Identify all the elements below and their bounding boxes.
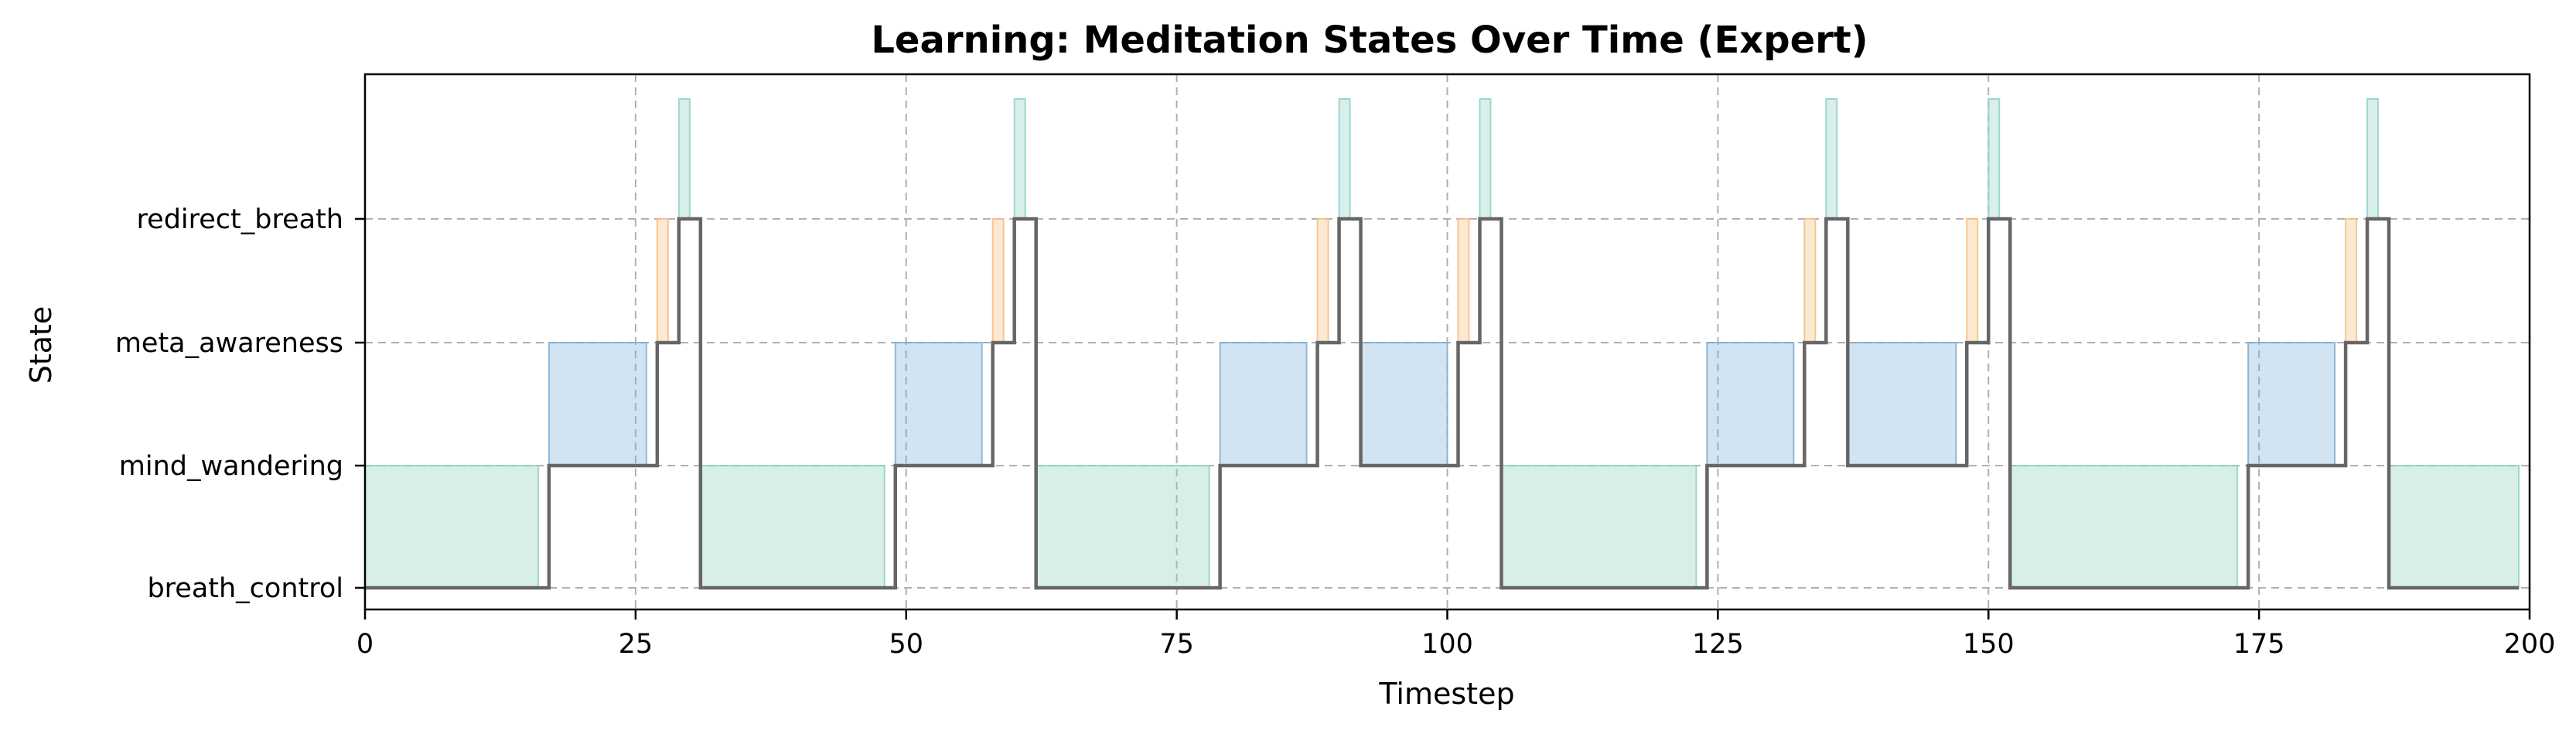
state-block — [1847, 342, 1957, 466]
state-block — [677, 98, 691, 220]
state-block — [1338, 98, 1351, 220]
y-axis-label: State — [24, 306, 58, 384]
x-tick-label: 200 — [2504, 629, 2556, 660]
state-block — [894, 342, 983, 466]
state-block — [1500, 465, 1697, 589]
state-block — [1966, 218, 1979, 343]
state-block — [2247, 342, 2336, 466]
x-tick-label: 125 — [1692, 629, 1744, 660]
shaded-blocks-layer — [364, 98, 2520, 589]
state-block — [2388, 465, 2520, 589]
y-tick-label: redirect_breath — [137, 204, 343, 235]
state-step-line — [365, 217, 2519, 590]
x-ticks-layer: 0 25 50 75 100 125 150 175 200 — [357, 609, 2556, 660]
state-block — [656, 218, 669, 343]
state-block — [1035, 465, 1210, 589]
state-block — [2366, 98, 2380, 220]
x-tick-label: 150 — [1963, 629, 2015, 660]
state-block — [1706, 342, 1795, 466]
state-block — [1457, 218, 1470, 343]
y-ticks-layer: breath_control mind_wandering meta_awarene… — [115, 204, 365, 604]
state-block — [364, 465, 539, 589]
x-tick-label: 0 — [357, 629, 374, 660]
state-block — [1479, 98, 1492, 220]
y-tick-label: meta_awareness — [115, 328, 343, 359]
state-block — [2009, 465, 2239, 589]
x-tick-label: 75 — [1159, 629, 1194, 660]
y-tick-label: breath_control — [147, 573, 343, 604]
state-block — [991, 218, 1005, 343]
y-tick-label: mind_wandering — [119, 451, 343, 482]
x-tick-label: 100 — [1421, 629, 1473, 660]
state-block — [1360, 342, 1448, 466]
state-block — [548, 342, 647, 466]
state-block — [1013, 98, 1026, 220]
state-block — [1825, 98, 1838, 220]
x-tick-label: 25 — [619, 629, 653, 660]
step-line-layer — [365, 217, 2519, 590]
x-tick-label: 175 — [2233, 629, 2285, 660]
state-block — [1803, 218, 1817, 343]
state-block — [2345, 218, 2358, 343]
x-axis-label: Timestep — [1378, 677, 1514, 711]
state-block — [1316, 218, 1329, 343]
state-block — [699, 465, 885, 589]
state-block — [1219, 342, 1308, 466]
chart-title: Learning: Meditation States Over Time (E… — [871, 19, 1868, 62]
x-tick-label: 50 — [889, 629, 923, 660]
state-block — [1987, 98, 2001, 220]
